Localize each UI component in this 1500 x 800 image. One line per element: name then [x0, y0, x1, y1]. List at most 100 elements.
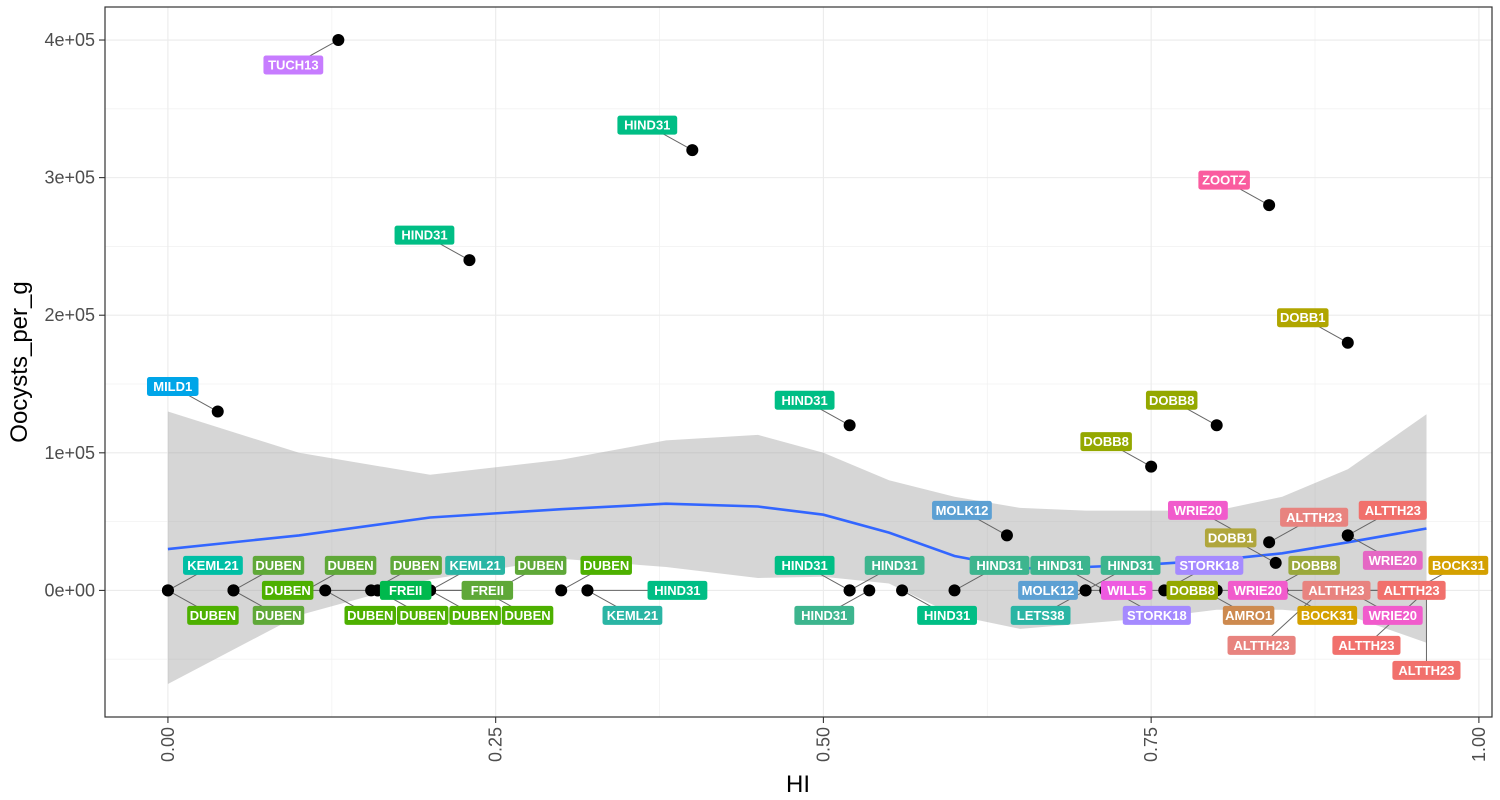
label-box — [1030, 555, 1091, 575]
label-box — [1010, 605, 1071, 625]
label-box — [1288, 555, 1340, 575]
point-label: HIND31 — [774, 555, 835, 575]
label-text: HIND31 — [1107, 558, 1153, 573]
label-box — [1198, 170, 1250, 190]
point-label: WRIE20 — [1168, 500, 1228, 520]
label-text: STORK18 — [1179, 558, 1239, 573]
label-text: DUBEN — [347, 608, 393, 623]
label-text: TUCH13 — [268, 58, 319, 73]
point-label: HIND31 — [394, 225, 455, 245]
label-box — [864, 555, 925, 575]
data-point — [211, 405, 224, 418]
point-label: DUBEN — [514, 555, 567, 575]
label-text: HIND31 — [401, 228, 447, 243]
label-text: HIND31 — [624, 118, 670, 133]
point-label: WRIE20 — [1362, 550, 1423, 570]
data-point — [581, 584, 594, 597]
label-box — [1122, 605, 1191, 625]
point-label: HIND31 — [917, 605, 977, 625]
label-text: ALTTH23 — [1365, 503, 1421, 518]
x-tick-label: 1.00 — [1469, 727, 1489, 762]
point-label: DUBEN — [449, 605, 501, 625]
data-point — [843, 584, 856, 597]
point-label: DUBEN — [396, 605, 449, 625]
label-text: HIND31 — [872, 558, 918, 573]
label-text: HIND31 — [1037, 558, 1083, 573]
point-label: MOLK12 — [932, 500, 992, 520]
point-label: HIND31 — [774, 390, 835, 410]
label-box — [1362, 550, 1423, 570]
point-label: STORK18 — [1122, 605, 1191, 625]
label-text: DUBEN — [190, 608, 236, 623]
point-label: BOCK31 — [1428, 555, 1489, 575]
label-text: HIND31 — [976, 558, 1022, 573]
data-point — [161, 584, 174, 597]
label-box — [1080, 432, 1132, 452]
label-text: ALTTH23 — [1338, 638, 1394, 653]
data-point — [1079, 584, 1092, 597]
point-label: MOLK12 — [1018, 580, 1078, 600]
point-label: HIND31 — [617, 115, 678, 135]
x-axis-title: HI — [786, 771, 810, 798]
label-box — [647, 580, 708, 600]
label-text: DUBEN — [327, 558, 373, 573]
label-box — [394, 225, 455, 245]
label-text: DOBB1 — [1280, 310, 1326, 325]
label-text: DOBB1 — [1208, 530, 1254, 545]
label-text: KEML21 — [607, 608, 658, 623]
point-label: STORK18 — [1175, 555, 1244, 575]
point-label: DUBEN — [324, 555, 377, 575]
point-label: FREII — [379, 580, 432, 600]
label-text: ALTTH23 — [1286, 510, 1342, 525]
label-text: ALTTH23 — [1384, 583, 1440, 598]
confidence-band-area — [167, 411, 1427, 684]
label-text: HIND31 — [654, 583, 700, 598]
x-tick-label: 0.75 — [1141, 727, 1161, 762]
label-box — [379, 580, 432, 600]
label-box — [324, 555, 377, 575]
point-label: DUBEN — [344, 605, 396, 625]
point-label: DUBEN — [501, 605, 554, 625]
data-point — [463, 254, 476, 267]
label-text: MILD1 — [153, 379, 192, 394]
data-point — [1263, 536, 1276, 549]
label-box — [774, 555, 835, 575]
label-box — [617, 115, 678, 135]
point-label: DUBEN — [252, 555, 305, 575]
label-text: HIND31 — [782, 393, 828, 408]
label-text: MOLK12 — [1022, 583, 1075, 598]
point-label: DOBB8 — [1166, 580, 1218, 600]
label-text: DUBEN — [452, 608, 498, 623]
label-box — [183, 555, 243, 575]
point-label: HIND31 — [1030, 555, 1091, 575]
data-point — [319, 584, 332, 597]
label-text: LETS38 — [1017, 608, 1065, 623]
label-box — [514, 555, 567, 575]
point-label: AMRO1 — [1222, 605, 1275, 625]
point-label: ALTTH23 — [1332, 635, 1401, 655]
point-label: DUBEN — [252, 605, 305, 625]
label-text: DUBEN — [583, 558, 629, 573]
point-label: ALTTH23 — [1392, 660, 1461, 680]
label-box — [774, 390, 835, 410]
point-label: HIND31 — [647, 580, 708, 600]
point-label: ALTTH23 — [1280, 507, 1349, 527]
data-point — [1263, 199, 1276, 212]
confidence-band — [167, 411, 1427, 684]
label-box — [252, 555, 305, 575]
label-text: DUBEN — [255, 608, 301, 623]
data-point — [1269, 556, 1282, 569]
label-box — [445, 555, 506, 575]
x-tick-label: 0.00 — [158, 727, 178, 762]
label-text: MOLK12 — [936, 503, 989, 518]
point-label: HIND31 — [969, 555, 1030, 575]
y-tick-label: 4e+05 — [44, 30, 95, 50]
label-box — [917, 605, 977, 625]
point-label: HIND31 — [864, 555, 925, 575]
label-box — [263, 55, 324, 75]
label-box — [396, 605, 449, 625]
point-label: ALTTH23 — [1377, 580, 1446, 600]
label-box — [1166, 580, 1218, 600]
data-point — [1000, 529, 1013, 542]
data-point — [686, 144, 699, 157]
